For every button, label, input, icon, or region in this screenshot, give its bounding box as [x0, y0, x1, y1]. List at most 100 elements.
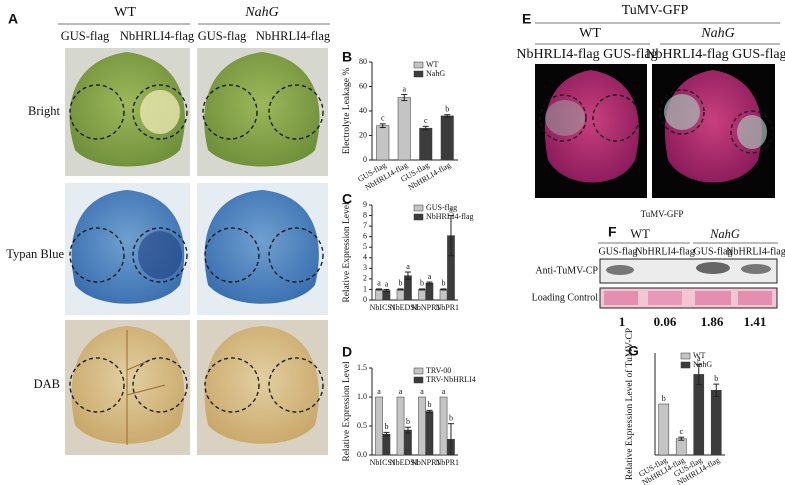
- panel-label: A: [8, 11, 18, 27]
- significance-letter: c: [381, 114, 385, 123]
- bar: [375, 396, 383, 456]
- legend-label: WT: [693, 351, 706, 360]
- lane-label: GUS-flag: [61, 29, 110, 43]
- group-header: WT: [579, 26, 601, 41]
- x-tick-label: NbEDS1: [390, 458, 419, 467]
- significance-letter: b: [406, 417, 410, 426]
- bar: [396, 396, 405, 456]
- blot: [599, 287, 778, 309]
- bar: [396, 289, 405, 301]
- legend-label: GUS-flag: [426, 203, 457, 212]
- y-tick-label: 20: [359, 130, 367, 139]
- bar: [675, 438, 687, 456]
- photo: [652, 64, 775, 198]
- significance-letter: a: [442, 387, 446, 396]
- x-tick-label: NbICS1: [370, 303, 396, 312]
- legend-swatch: [680, 361, 691, 369]
- panel-label: E: [522, 11, 531, 27]
- photo: [197, 48, 328, 176]
- panel-title: TuMV-GFP: [622, 3, 689, 18]
- x-tick-label: NbNPR1: [411, 458, 440, 467]
- significance-letter: a: [449, 205, 453, 214]
- significance-letter: a: [406, 262, 410, 271]
- legend-swatch: [413, 367, 424, 375]
- significance-letter: a: [428, 272, 432, 281]
- lane-label: NbHRLI4-flag: [726, 246, 785, 257]
- group-header: WT: [114, 5, 136, 20]
- lane-label: NbHRLI4-flag: [635, 246, 694, 257]
- bar: [658, 403, 670, 456]
- significance-letter: a: [399, 387, 403, 396]
- blot: [599, 258, 778, 284]
- y-axis-label: Relative Expression Level: [342, 202, 352, 303]
- significance-letter: b: [384, 422, 388, 431]
- y-tick-label: 0.0: [357, 450, 367, 459]
- legend-label: NbHRLI4-flag: [426, 212, 474, 221]
- bar: [425, 282, 434, 301]
- legend-swatch: [413, 376, 424, 384]
- lane-label: NbHRLI4-flag: [120, 29, 195, 43]
- band-quantity: 1.86: [701, 314, 724, 329]
- bar: [382, 433, 391, 456]
- significance-letter: b: [399, 279, 403, 288]
- photo: [535, 64, 647, 198]
- panel-f: TuMV-GFP F WT NahG GUS-flag NbHRLI4-flag…: [532, 209, 785, 329]
- significance-letter: a: [385, 279, 389, 288]
- significance-letter: a: [377, 387, 381, 396]
- y-tick-label: 60: [359, 81, 367, 90]
- significance-letter: b: [427, 400, 431, 409]
- photo: [197, 320, 328, 455]
- x-tick-label: NbICS1: [370, 458, 396, 467]
- bar: [693, 374, 705, 456]
- row-label: Loading Control: [532, 292, 599, 303]
- y-tick-label: 9: [363, 200, 367, 209]
- photo: [65, 183, 190, 315]
- y-tick-label: 6: [363, 231, 367, 240]
- legend-swatch: [413, 204, 424, 212]
- y-tick-label: 0: [363, 295, 367, 304]
- y-tick-label: 80: [359, 57, 367, 66]
- significance-letter: c: [424, 116, 428, 125]
- y-axis-label: Relative Expression Level: [342, 361, 352, 462]
- y-tick-label: 1.5: [357, 363, 367, 372]
- legend-swatch: [413, 61, 424, 69]
- significance-letter: b: [449, 414, 453, 423]
- bar: [418, 396, 426, 456]
- photo: [65, 320, 190, 455]
- group-header: NahG: [244, 5, 278, 20]
- x-tick-label: NbPR1: [435, 303, 459, 312]
- legend-label: TRV-NbHRLI4: [426, 375, 476, 384]
- row-label: Bright: [28, 104, 60, 118]
- significance-letter: b: [420, 279, 424, 288]
- panel-label: G: [628, 343, 639, 359]
- legend-label: WT: [426, 60, 439, 69]
- y-axis-label: Electrolyte Leakage %: [342, 68, 352, 155]
- group-header: NahG: [709, 227, 740, 241]
- panel-title: TuMV-GFP: [641, 209, 684, 219]
- bar: [404, 429, 412, 456]
- lane-label: NbHRLI4-flag: [256, 29, 331, 43]
- lane-label: GUS-flag: [198, 29, 247, 43]
- row-label: DAB: [34, 377, 60, 391]
- y-tick-label: 5: [363, 242, 367, 251]
- y-tick-label: 3: [363, 263, 367, 272]
- significance-letter: b: [442, 279, 446, 288]
- y-tick-label: 7: [363, 221, 367, 230]
- panel-label: F: [608, 224, 617, 240]
- y-tick-label: 0: [363, 155, 367, 164]
- band-quantity: 1: [619, 314, 626, 329]
- band-quantity: 1.41: [744, 314, 767, 329]
- legend-swatch: [413, 70, 424, 78]
- x-tick-label: NbEDS1: [390, 303, 419, 312]
- lane-label: GUS-flag: [694, 246, 733, 257]
- significance-letter: a: [377, 279, 381, 288]
- x-tick-label: NbNPR1: [411, 303, 440, 312]
- lane-label: NbHRLI4-flag GUS-flag: [516, 47, 657, 62]
- y-tick-label: 0.5: [357, 421, 367, 430]
- bar: [439, 396, 448, 456]
- bar: [397, 97, 411, 161]
- significance-letter: b: [714, 374, 718, 383]
- panel-a: A WT NahG GUS-flag NbHRLI4-flag GUS-flag…: [6, 5, 331, 455]
- panel-label: D: [342, 344, 352, 360]
